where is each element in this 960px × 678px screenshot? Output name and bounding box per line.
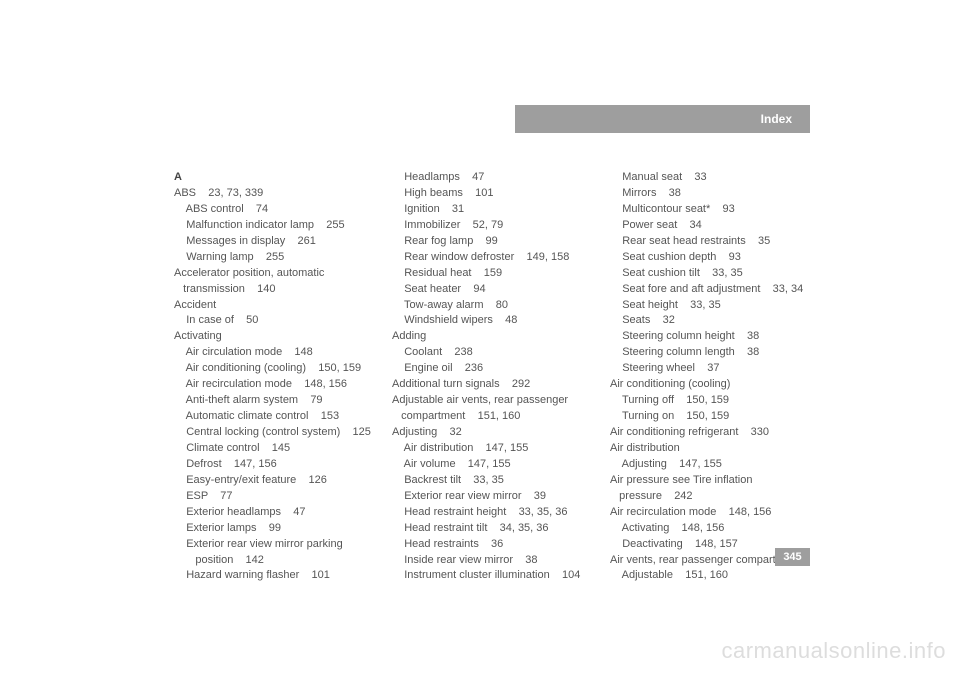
index-entry: Activating <box>174 329 378 345</box>
index-entry: ESP 77 <box>174 489 378 505</box>
index-entry: position 142 <box>174 553 378 569</box>
index-entry: Accelerator position, automatic <box>174 266 378 282</box>
section-header-band: Index <box>515 105 810 133</box>
index-entry: Additional turn signals 292 <box>392 377 596 393</box>
index-entry: Head restraint height 33, 35, 36 <box>392 505 596 521</box>
index-entry: Easy-entry/exit feature 126 <box>174 473 378 489</box>
index-entry: Steering wheel 37 <box>610 361 814 377</box>
index-entry: Exterior lamps 99 <box>174 521 378 537</box>
index-entry: Turning off 150, 159 <box>610 393 814 409</box>
index-entry: Malfunction indicator lamp 255 <box>174 218 378 234</box>
index-entry: Rear window defroster 149, 158 <box>392 250 596 266</box>
index-entry: Windshield wipers 48 <box>392 313 596 329</box>
index-entry: Head restraints 36 <box>392 537 596 553</box>
index-columns: AABS 23, 73, 339 ABS control 74 Malfunct… <box>174 170 814 584</box>
index-column-2: Headlamps 47 High beams 101 Ignition 31 … <box>392 170 596 584</box>
index-entry: Air distribution 147, 155 <box>392 441 596 457</box>
index-entry: Steering column length 38 <box>610 345 814 361</box>
index-entry: compartment 151, 160 <box>392 409 596 425</box>
index-entry: Seat fore and aft adjustment 33, 34 <box>610 282 814 298</box>
index-entry: Defrost 147, 156 <box>174 457 378 473</box>
index-entry: ABS 23, 73, 339 <box>174 186 378 202</box>
watermark-text: carmanualsonline.info <box>721 638 946 664</box>
index-entry: Manual seat 33 <box>610 170 814 186</box>
index-entry: Automatic climate control 153 <box>174 409 378 425</box>
index-entry: In case of 50 <box>174 313 378 329</box>
index-entry: Multicontour seat* 93 <box>610 202 814 218</box>
index-entry: Inside rear view mirror 38 <box>392 553 596 569</box>
index-entry: Adjusting 147, 155 <box>610 457 814 473</box>
index-entry: pressure 242 <box>610 489 814 505</box>
index-entry: Adjustable air vents, rear passenger <box>392 393 596 409</box>
index-column-1: AABS 23, 73, 339 ABS control 74 Malfunct… <box>174 170 378 584</box>
index-entry: Air conditioning refrigerant 330 <box>610 425 814 441</box>
index-entry: Air volume 147, 155 <box>392 457 596 473</box>
index-entry: Air conditioning (cooling) <box>610 377 814 393</box>
index-entry: Immobilizer 52, 79 <box>392 218 596 234</box>
index-entry: Climate control 145 <box>174 441 378 457</box>
index-entry: Instrument cluster illumination 104 <box>392 568 596 584</box>
index-entry: Air recirculation mode 148, 156 <box>610 505 814 521</box>
index-entry: Power seat 34 <box>610 218 814 234</box>
index-entry: Air recirculation mode 148, 156 <box>174 377 378 393</box>
index-entry: Tow-away alarm 80 <box>392 298 596 314</box>
index-entry: Central locking (control system) 125 <box>174 425 378 441</box>
index-entry: Seat cushion tilt 33, 35 <box>610 266 814 282</box>
index-entry: Turning on 150, 159 <box>610 409 814 425</box>
index-entry: Headlamps 47 <box>392 170 596 186</box>
index-entry: Messages in display 261 <box>174 234 378 250</box>
index-entry: Exterior rear view mirror parking <box>174 537 378 553</box>
index-entry: Seat cushion depth 93 <box>610 250 814 266</box>
index-entry: Air circulation mode 148 <box>174 345 378 361</box>
index-entry: Head restraint tilt 34, 35, 36 <box>392 521 596 537</box>
index-entry: Warning lamp 255 <box>174 250 378 266</box>
section-title: Index <box>761 112 792 126</box>
index-entry: Rear seat head restraints 35 <box>610 234 814 250</box>
index-entry: Engine oil 236 <box>392 361 596 377</box>
index-entry: Adjustable 151, 160 <box>610 568 814 584</box>
page-number-band: 345 <box>775 548 810 566</box>
index-entry: Exterior rear view mirror 39 <box>392 489 596 505</box>
index-entry: Hazard warning flasher 101 <box>174 568 378 584</box>
index-entry: Activating 148, 156 <box>610 521 814 537</box>
index-entry: Accident <box>174 298 378 314</box>
index-entry: Steering column height 38 <box>610 329 814 345</box>
index-entry: Air distribution <box>610 441 814 457</box>
index-entry: Coolant 238 <box>392 345 596 361</box>
index-entry: Backrest tilt 33, 35 <box>392 473 596 489</box>
index-entry: Adding <box>392 329 596 345</box>
index-entry: High beams 101 <box>392 186 596 202</box>
index-entry: Residual heat 159 <box>392 266 596 282</box>
index-entry: Seat heater 94 <box>392 282 596 298</box>
index-letter-heading: A <box>174 170 378 186</box>
index-entry: ABS control 74 <box>174 202 378 218</box>
index-entry: transmission 140 <box>174 282 378 298</box>
index-entry: Seats 32 <box>610 313 814 329</box>
index-entry: Air conditioning (cooling) 150, 159 <box>174 361 378 377</box>
index-entry: Ignition 31 <box>392 202 596 218</box>
index-entry: Exterior headlamps 47 <box>174 505 378 521</box>
index-entry: Mirrors 38 <box>610 186 814 202</box>
index-entry: Seat height 33, 35 <box>610 298 814 314</box>
index-entry: Adjusting 32 <box>392 425 596 441</box>
index-column-3: Manual seat 33 Mirrors 38 Multicontour s… <box>610 170 814 584</box>
index-entry: Rear fog lamp 99 <box>392 234 596 250</box>
page-number: 345 <box>783 551 801 563</box>
index-entry: Anti-theft alarm system 79 <box>174 393 378 409</box>
index-entry: Air pressure see Tire inflation <box>610 473 814 489</box>
